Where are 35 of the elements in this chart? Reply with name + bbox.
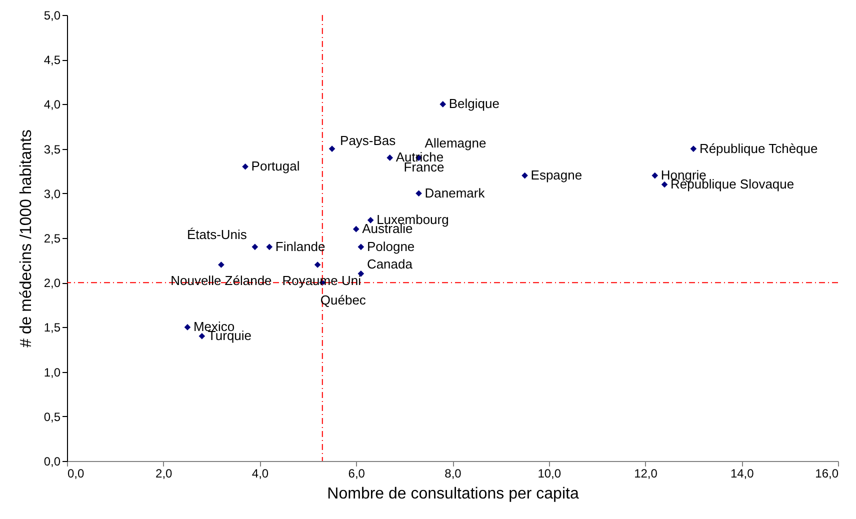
annotation: Pologne	[366, 238, 415, 254]
annotation: Espagne	[530, 168, 582, 183]
x-tick-label: 12,0	[634, 466, 658, 480]
y-tick-label: 5,0	[44, 8, 61, 22]
annotation: Nouvelle Zélande	[170, 272, 272, 288]
x-tick-label: 16,0	[815, 466, 839, 480]
annotation: Pays-Bas	[340, 132, 396, 148]
x-tick-label: 10,0	[538, 466, 562, 480]
y-tick-label: 3,5	[44, 142, 61, 156]
annotation: Canada	[366, 256, 414, 272]
y-tick-label: 1,0	[44, 365, 61, 380]
x-tick-label: 14,0	[730, 466, 754, 480]
y-tick-label: 4,5	[44, 53, 61, 68]
x-axis-title: Nombre de consultations per capita	[327, 486, 579, 502]
annotation: Québec	[320, 292, 366, 308]
x-tick-label: 2,0	[156, 466, 173, 480]
y-tick-label: 4,0	[44, 98, 61, 112]
annotation: Portugal	[251, 158, 300, 174]
x-tick-label: 4,0	[252, 466, 269, 480]
x-tick-label: 0,0	[68, 466, 85, 480]
y-tick-label: 2,0	[44, 276, 61, 290]
y-tick-label: 3,0	[44, 186, 61, 201]
y-tick-label: 2,5	[44, 232, 61, 246]
annotation: République Tchèque	[699, 140, 818, 156]
x-tick-label: 6,0	[348, 466, 366, 480]
y-tick-label: 0,0	[44, 454, 61, 468]
annotation: Danemark	[424, 185, 486, 200]
y-tick-label: 1,5	[44, 320, 61, 335]
annotation: Belgique	[448, 96, 500, 112]
y-axis-title: # de médecins /1000 habitants	[18, 130, 35, 348]
annotation: Allemagne	[424, 136, 486, 151]
y-tick-label: 0,5	[44, 410, 61, 424]
x-tick-label: 8,0	[444, 466, 462, 480]
annotation: États-Unis	[186, 226, 248, 242]
annotation: Finlande	[275, 238, 326, 254]
